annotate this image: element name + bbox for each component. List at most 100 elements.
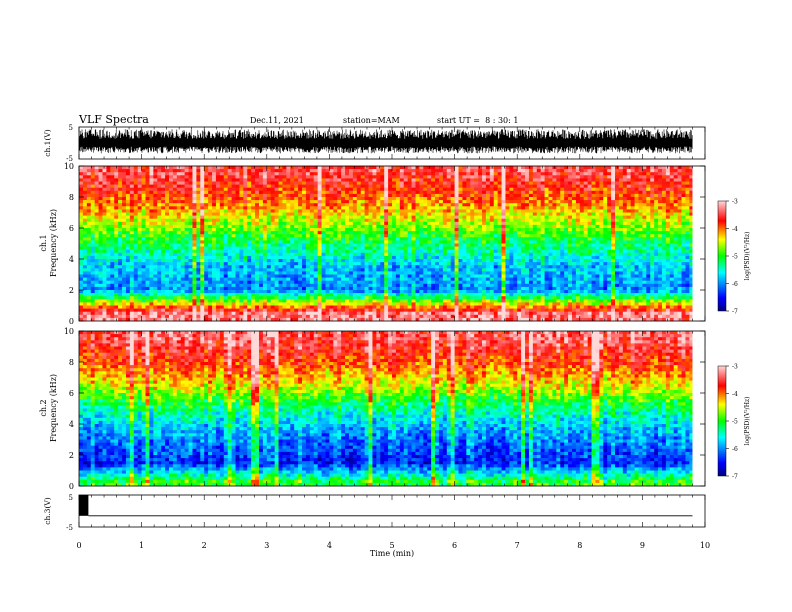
spectrogram-cell bbox=[215, 259, 221, 263]
spectrogram-cell bbox=[231, 255, 236, 260]
spectrogram-cell bbox=[94, 221, 99, 226]
spectrogram-cell bbox=[180, 218, 185, 223]
spectrogram-cell bbox=[341, 175, 346, 179]
spectrogram-cell bbox=[388, 212, 393, 216]
spectrogram-cell bbox=[673, 246, 678, 251]
spectrogram-cell bbox=[274, 215, 279, 220]
spectrogram-cell bbox=[212, 252, 217, 257]
spectrogram-cell bbox=[196, 224, 201, 229]
spectrogram-cell bbox=[470, 175, 475, 179]
spectrogram-cell bbox=[114, 209, 119, 213]
spectrogram-cell bbox=[94, 175, 99, 179]
spectrogram-cell bbox=[685, 197, 690, 201]
spectrogram-cell bbox=[196, 172, 201, 176]
spectrogram-cell bbox=[509, 166, 514, 170]
spectrogram-cell bbox=[364, 197, 369, 201]
spectrogram-cell bbox=[258, 206, 264, 210]
spectrogram-cell bbox=[462, 175, 467, 179]
spectrogram-cell bbox=[215, 252, 221, 257]
spectrogram-cell bbox=[661, 243, 667, 247]
spectrogram-cell bbox=[94, 243, 99, 247]
spectrogram-cell bbox=[176, 240, 182, 244]
spectrogram-cell bbox=[278, 187, 283, 192]
spectrogram-cell bbox=[423, 172, 428, 176]
spectrogram-cell bbox=[262, 218, 268, 223]
spectrogram-cell bbox=[255, 166, 260, 170]
spectrogram-cell bbox=[106, 252, 111, 257]
spectrogram-cell bbox=[251, 169, 256, 173]
spectrogram-cell bbox=[219, 193, 225, 198]
spectrogram-cell bbox=[102, 259, 107, 263]
spectrogram-cell bbox=[98, 249, 103, 254]
spectrogram-cell bbox=[247, 190, 252, 195]
spectrogram-cell bbox=[192, 259, 197, 263]
spectrogram-cell bbox=[192, 181, 197, 185]
spectrogram-cell bbox=[571, 218, 577, 223]
spectrogram-cell bbox=[79, 215, 84, 220]
spectrogram-cell bbox=[399, 197, 405, 201]
spectrogram-cell bbox=[399, 228, 405, 232]
spectrogram-cell bbox=[114, 255, 119, 260]
spectrogram-cell bbox=[673, 234, 678, 238]
spectrogram-cell bbox=[501, 231, 506, 235]
spectrogram-cell bbox=[368, 209, 373, 213]
spectrogram-cell bbox=[125, 240, 131, 244]
spectrogram-cell bbox=[356, 178, 362, 182]
spectrogram-cell bbox=[368, 178, 373, 182]
spectrogram-cell bbox=[141, 184, 146, 189]
spectrogram-cell bbox=[450, 246, 455, 251]
spectrogram-cell bbox=[454, 221, 459, 226]
spectrogram-cell bbox=[82, 169, 88, 173]
spectrogram-cell bbox=[403, 228, 408, 232]
spectrogram-cell bbox=[145, 218, 150, 223]
spectrogram-cell bbox=[654, 193, 659, 198]
spectrogram-cell bbox=[646, 234, 651, 238]
spectrogram-cell bbox=[153, 203, 158, 207]
spectrogram-cell bbox=[552, 169, 557, 173]
spectrogram-cell bbox=[86, 187, 92, 192]
spectrogram-cell bbox=[548, 212, 553, 216]
spectrogram-cell bbox=[458, 252, 463, 257]
spectrogram-cell bbox=[325, 249, 330, 254]
spectrogram-cell bbox=[411, 200, 416, 204]
spectrogram-cell bbox=[176, 259, 182, 263]
spectrogram-cell bbox=[528, 215, 534, 220]
spectrogram-cell bbox=[258, 175, 264, 179]
spectrogram-cell bbox=[223, 169, 229, 173]
spectrogram-cell bbox=[489, 240, 495, 244]
spectrogram-cell bbox=[208, 240, 213, 244]
spectrogram-cell bbox=[423, 243, 428, 247]
spectrogram-cell bbox=[360, 255, 365, 260]
spectrogram-cell bbox=[102, 175, 107, 179]
spectrogram-cell bbox=[654, 246, 659, 251]
spectrogram-cell bbox=[392, 184, 397, 189]
spectrogram-cell bbox=[603, 197, 608, 201]
spectrogram-cell bbox=[399, 249, 405, 254]
spectrogram-cell bbox=[227, 181, 232, 185]
spectrogram-cell bbox=[333, 187, 338, 192]
spectrogram-cell bbox=[442, 224, 448, 229]
spectrogram-cell bbox=[607, 197, 612, 201]
spectrogram-cell bbox=[208, 178, 213, 182]
spectrogram-cell bbox=[227, 237, 232, 241]
spectrogram-cell bbox=[521, 166, 526, 170]
spectrogram-cell bbox=[481, 184, 487, 189]
spectrogram-cell bbox=[352, 175, 358, 179]
spectrogram-cell bbox=[489, 193, 495, 198]
spectrogram-cell bbox=[568, 246, 573, 251]
spectrogram-cell bbox=[329, 197, 334, 201]
spectrogram-cell bbox=[681, 197, 686, 201]
spectrogram-cell bbox=[184, 175, 189, 179]
spectrogram-cell bbox=[129, 231, 135, 235]
spectrogram-cell bbox=[255, 200, 260, 204]
spectrogram-cell bbox=[509, 237, 514, 241]
spectrogram-cell bbox=[618, 234, 624, 238]
spectrogram-cell bbox=[180, 252, 185, 257]
spectrogram-cell bbox=[470, 218, 475, 223]
spectrogram-cell bbox=[368, 221, 373, 226]
spectrogram-cell bbox=[591, 237, 596, 241]
spectrogram-cell bbox=[603, 255, 608, 260]
spectrogram-cell bbox=[329, 193, 334, 198]
spectrogram-cell bbox=[302, 243, 307, 247]
spectrogram-cell bbox=[145, 252, 150, 257]
